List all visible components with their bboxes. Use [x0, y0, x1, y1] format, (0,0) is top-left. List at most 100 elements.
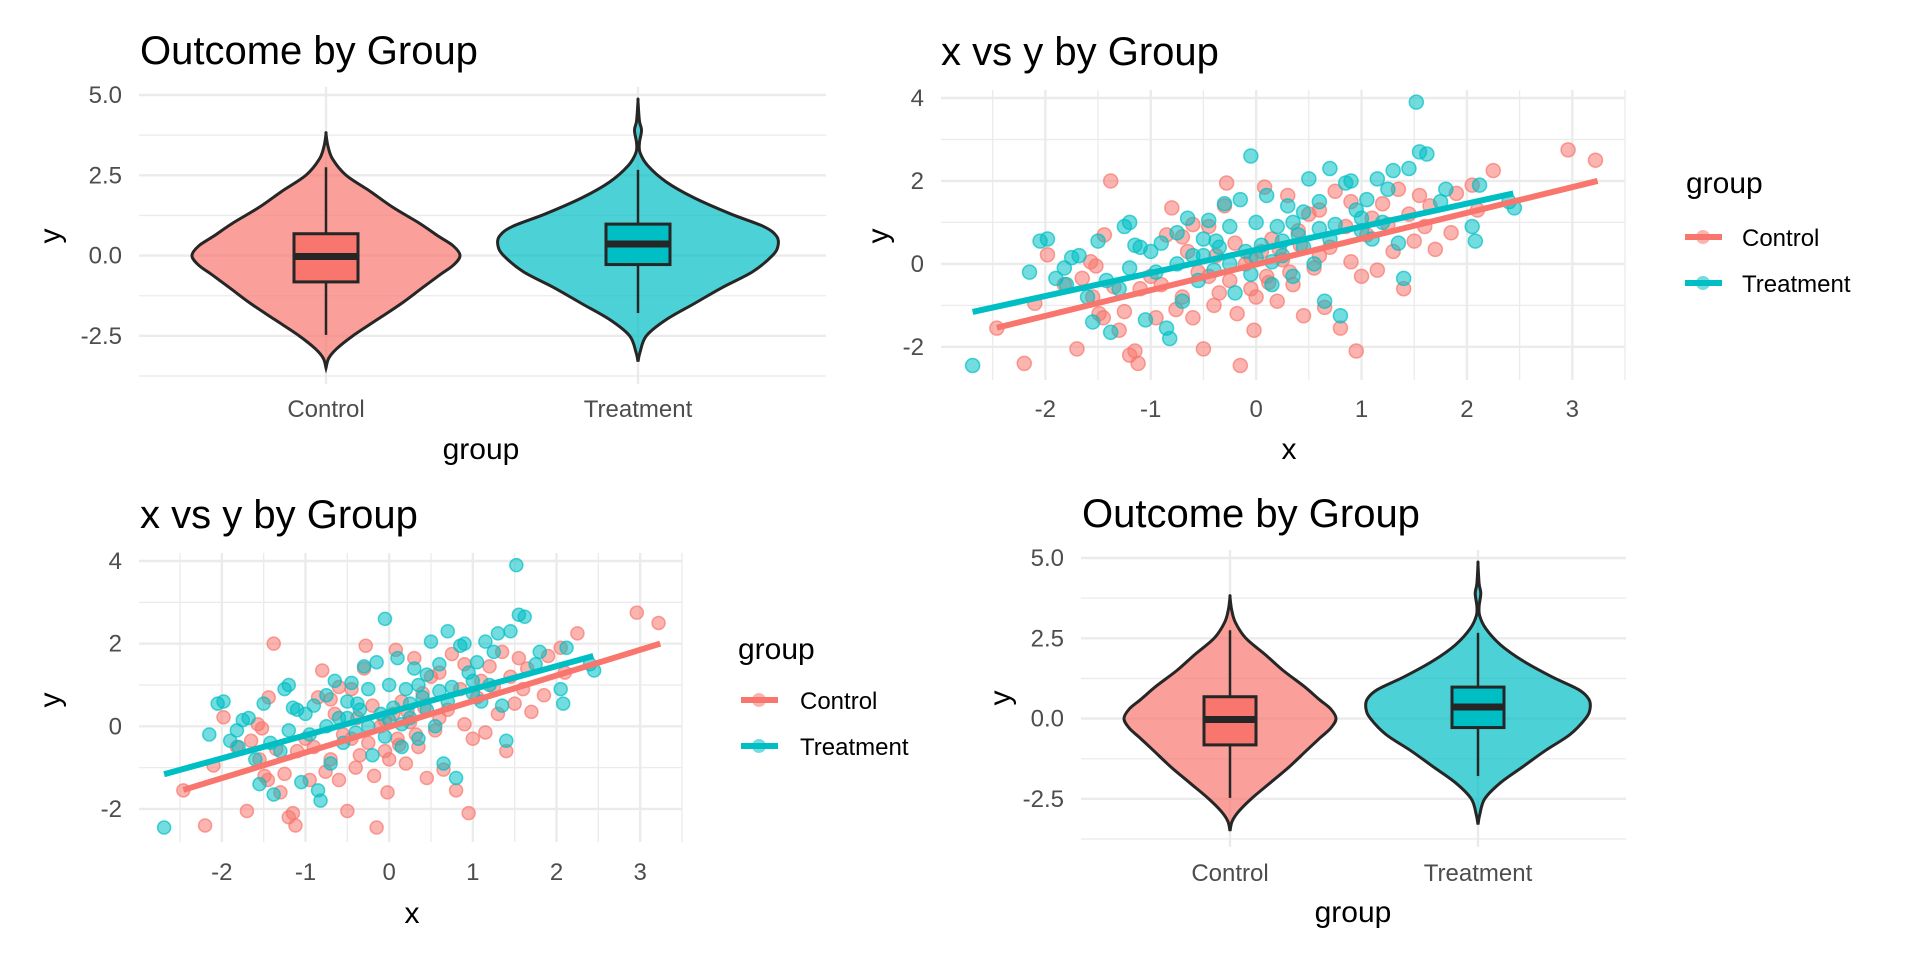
point-treatment — [1419, 146, 1435, 162]
point-treatment — [436, 756, 451, 771]
point-treatment — [1464, 218, 1480, 235]
point-control — [243, 733, 259, 749]
point-control — [1102, 173, 1119, 189]
legend: group Control Treatment — [1685, 167, 1851, 298]
point-control — [570, 626, 585, 641]
point-treatment — [411, 677, 426, 693]
chart-title: Outcome by Group — [140, 29, 478, 73]
point-treatment — [313, 793, 328, 808]
y-tick-label: -2.5 — [81, 323, 122, 350]
point-treatment — [1401, 160, 1417, 177]
x-tick-label: -1 — [295, 859, 316, 886]
point-treatment — [323, 756, 338, 771]
y-tick-label: 0 — [109, 713, 122, 740]
point-treatment — [1359, 191, 1375, 208]
legend-label-treatment: Treatment — [800, 734, 909, 761]
regression-line-control — [996, 178, 1599, 331]
legend-key-point-control — [752, 693, 766, 707]
x-tick-label: Treatment — [584, 396, 693, 423]
point-treatment — [360, 681, 376, 697]
point-treatment — [350, 696, 365, 711]
point-treatment — [1258, 187, 1275, 204]
point-treatment — [1471, 177, 1488, 193]
chart-title: x vs y by Group — [941, 30, 1219, 74]
point-treatment — [1216, 196, 1233, 212]
point-treatment — [1408, 94, 1425, 110]
y-tick-labels: 4 2 0 -2 — [101, 548, 122, 823]
point-treatment — [440, 624, 455, 639]
point-treatment — [559, 640, 574, 656]
point-treatment — [1085, 314, 1101, 330]
point-treatment — [266, 787, 281, 802]
point-control — [1587, 152, 1604, 168]
point-treatment — [394, 739, 409, 755]
point-control — [1353, 268, 1370, 285]
panel-violin-bottom-right: Outcome by Group 5.0 2.5 0.0 -2.5 Control Tr… — [984, 492, 1626, 929]
x-axis-title: x — [1282, 433, 1297, 466]
point-control — [1218, 175, 1235, 191]
point-treatment — [532, 644, 548, 660]
point-treatment — [202, 727, 217, 742]
point-treatment — [1174, 293, 1191, 309]
panel-scatter-bottom-left: x vs y by Group 4 2 0 -2 -2 -1 0 1 2 3 x y group… — [34, 493, 909, 930]
point-treatment — [344, 675, 359, 691]
point-control — [507, 696, 522, 711]
point-treatment — [448, 770, 464, 786]
x-tick-labels: Control Treatment — [1191, 860, 1532, 887]
point-control — [1560, 142, 1576, 158]
point-treatment — [555, 696, 571, 711]
point-treatment — [381, 677, 397, 693]
y-tick-label: -2 — [101, 796, 122, 823]
y-tick-label: 2 — [911, 168, 924, 195]
legend-item-control: Control — [1685, 225, 1819, 252]
legend-key-point-control — [1696, 230, 1710, 244]
point-control — [1229, 305, 1245, 322]
regression-lines — [971, 178, 1599, 331]
legend-item-control: Control — [741, 688, 877, 715]
point-treatment — [390, 650, 405, 666]
point-treatment — [356, 659, 372, 674]
point-treatment — [499, 733, 514, 749]
point-treatment — [1137, 312, 1154, 328]
y-axis-title: y — [862, 229, 895, 244]
y-tick-label: 2.5 — [89, 162, 122, 189]
y-tick-label: 5.0 — [89, 82, 122, 109]
x-axis-title: x — [405, 897, 420, 930]
y-tick-labels: 4 2 0 -2 — [903, 85, 924, 361]
point-treatment — [407, 661, 422, 676]
point-control — [266, 636, 281, 651]
point-control — [331, 772, 347, 788]
point-treatment — [1071, 247, 1087, 264]
point-control — [1248, 289, 1264, 305]
point-treatment — [1390, 235, 1407, 251]
point-treatment — [216, 694, 231, 709]
point-treatment — [494, 698, 510, 713]
y-axis-title: y — [34, 693, 67, 708]
point-treatment — [478, 634, 493, 649]
point-treatment — [1195, 231, 1212, 247]
point-treatment — [1169, 225, 1185, 241]
chart-title: x vs y by Group — [140, 493, 418, 537]
point-treatment — [1380, 181, 1396, 197]
point-control — [216, 709, 231, 725]
x-tick-labels: -2 -1 0 1 2 3 — [1035, 396, 1579, 423]
point-control — [1116, 303, 1133, 320]
point-control — [1369, 262, 1386, 278]
point-treatment — [1369, 171, 1386, 187]
point-treatment — [1285, 268, 1301, 285]
point-treatment — [1264, 276, 1280, 293]
x-tick-label: 0 — [382, 859, 395, 886]
point-treatment — [490, 626, 506, 641]
x-tick-label: -2 — [211, 859, 232, 886]
point-treatment — [1385, 162, 1401, 179]
point-treatment — [1227, 285, 1243, 301]
point-treatment — [1056, 260, 1073, 276]
point-control — [1185, 310, 1201, 326]
point-control — [314, 663, 330, 678]
point-treatment — [1395, 270, 1412, 287]
point-treatment — [1243, 148, 1259, 164]
point-treatment — [306, 698, 322, 713]
point-control — [1130, 355, 1146, 372]
y-tick-label: 0.0 — [89, 243, 122, 270]
